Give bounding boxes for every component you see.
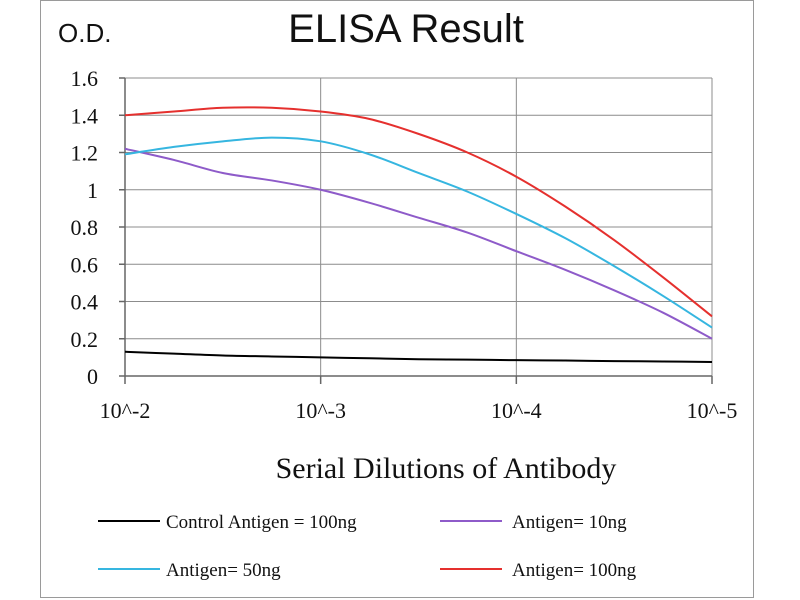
series-line	[124, 136, 713, 329]
legend: Control Antigen = 100ng Antigen= 10ng Anti…	[98, 512, 637, 581]
y-tick-label: 1	[87, 178, 98, 203]
y-tick-label: 1.4	[71, 103, 99, 128]
x-axis-label: Serial Dilutions of Antibody	[276, 452, 617, 485]
series-line	[124, 147, 713, 340]
legend-label: Control Antigen = 100ng	[166, 512, 357, 533]
y-tick-label: 0.8	[71, 215, 99, 240]
y-tick-labels: 0 0.2 0.4 0.6 0.8 1 1.2 1.4 1.6	[71, 66, 99, 389]
y-axis-label: O.D.	[58, 18, 111, 48]
legend-label: Antigen= 100ng	[512, 560, 637, 581]
y-tick-label: 0.6	[71, 252, 99, 277]
x-tick-label: 10^-5	[687, 398, 738, 423]
legend-label: Antigen= 10ng	[512, 512, 627, 533]
y-tick-label: 0.4	[71, 290, 99, 315]
y-tick-label: 0.2	[71, 327, 99, 352]
series-line	[124, 350, 713, 364]
grid-lines	[125, 77, 713, 376]
x-tick-labels: 10^-2 10^-3 10^-4 10^-5	[100, 398, 738, 423]
y-tick-label: 1.2	[71, 141, 99, 166]
y-tick-label: 1.6	[71, 66, 99, 91]
y-tick-label: 0	[87, 364, 98, 389]
series-line	[124, 106, 713, 318]
x-tick-label: 10^-2	[100, 398, 151, 423]
x-tick-label: 10^-3	[295, 398, 346, 423]
legend-label: Antigen= 50ng	[166, 560, 281, 581]
x-tick-label: 10^-4	[491, 398, 542, 423]
axes	[119, 77, 713, 384]
series-lines	[124, 106, 713, 364]
chart-title: ELISA Result	[288, 7, 524, 51]
